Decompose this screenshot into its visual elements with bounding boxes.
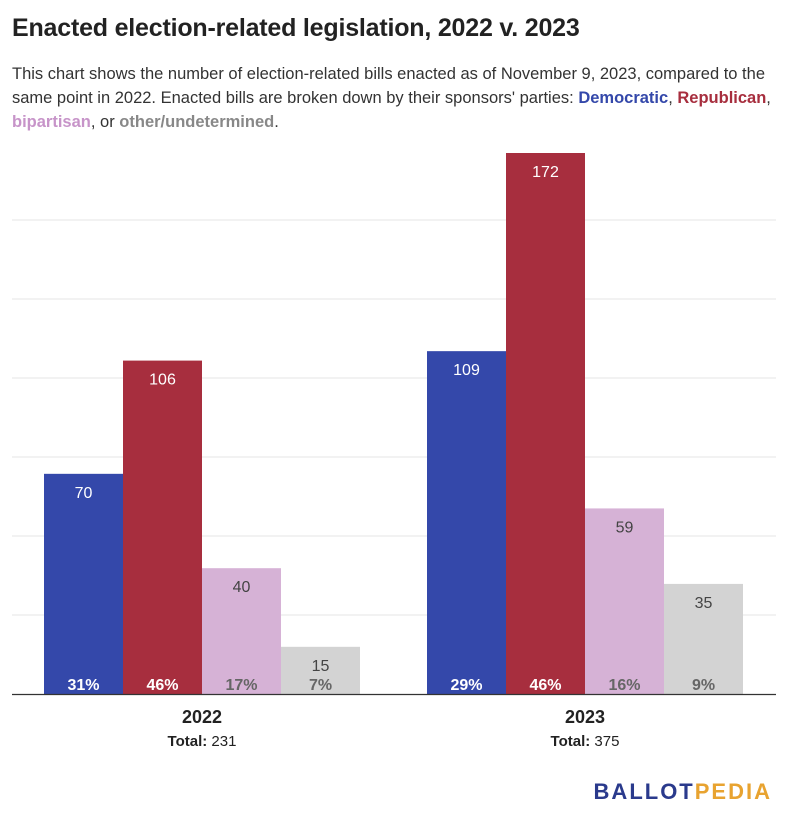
legend-bipartisan: bipartisan <box>12 113 91 131</box>
bar-other-2022 <box>281 646 360 694</box>
chart-title: Enacted election-related legislation, 20… <box>12 14 580 42</box>
value-label: 35 <box>695 595 713 612</box>
value-label: 70 <box>75 485 93 502</box>
logo-part-pedia: PEDIA <box>694 779 772 804</box>
value-label: 106 <box>149 372 176 389</box>
total-value: 231 <box>211 733 236 750</box>
ballotpedia-logo: BALLOTPEDIA <box>594 779 772 805</box>
value-label: 109 <box>453 362 480 379</box>
total-label: Total: 375 <box>551 733 620 750</box>
total-label: Total: 231 <box>168 733 237 750</box>
bar-bipartisan-2022 <box>202 568 281 694</box>
chart-subtitle: This chart shows the number of election-… <box>12 62 782 134</box>
subtitle-text: This chart shows the number of election-… <box>12 65 765 107</box>
bar-democratic-2023 <box>427 351 506 694</box>
percent-label: 29% <box>450 677 482 694</box>
percent-label: 7% <box>309 677 332 694</box>
bar-bipartisan-2023 <box>585 508 664 694</box>
logo-part-ballot: BALLOT <box>593 779 695 804</box>
total-label-prefix: Total: <box>551 733 595 750</box>
bar-democratic-2022 <box>44 473 123 694</box>
legend-republican: Republican <box>677 89 767 107</box>
bar-republican-2023 <box>506 153 585 694</box>
subtitle-separator: , <box>766 89 771 107</box>
subtitle-separator: , or <box>90 113 120 131</box>
percent-label: 16% <box>608 677 640 694</box>
percent-label: 46% <box>146 677 178 694</box>
bar-other-2023 <box>664 583 743 694</box>
total-label-prefix: Total: <box>168 733 212 750</box>
value-label: 40 <box>233 579 251 596</box>
category-label: 2023 <box>565 707 605 727</box>
category-label: 2022 <box>182 707 222 727</box>
value-label: 172 <box>532 164 559 181</box>
bar-republican-2022 <box>123 360 202 694</box>
percent-label: 31% <box>67 677 99 694</box>
subtitle-end: . <box>274 113 279 131</box>
percent-label: 9% <box>692 677 715 694</box>
percent-label: 46% <box>529 677 561 694</box>
total-value: 375 <box>594 733 619 750</box>
legend-other: other/undetermined <box>119 113 275 131</box>
percent-label: 17% <box>225 677 257 694</box>
subtitle-separator: , <box>668 89 678 107</box>
value-label: 15 <box>312 658 330 675</box>
value-label: 59 <box>616 519 634 536</box>
legend-democratic: Democratic <box>578 89 669 107</box>
